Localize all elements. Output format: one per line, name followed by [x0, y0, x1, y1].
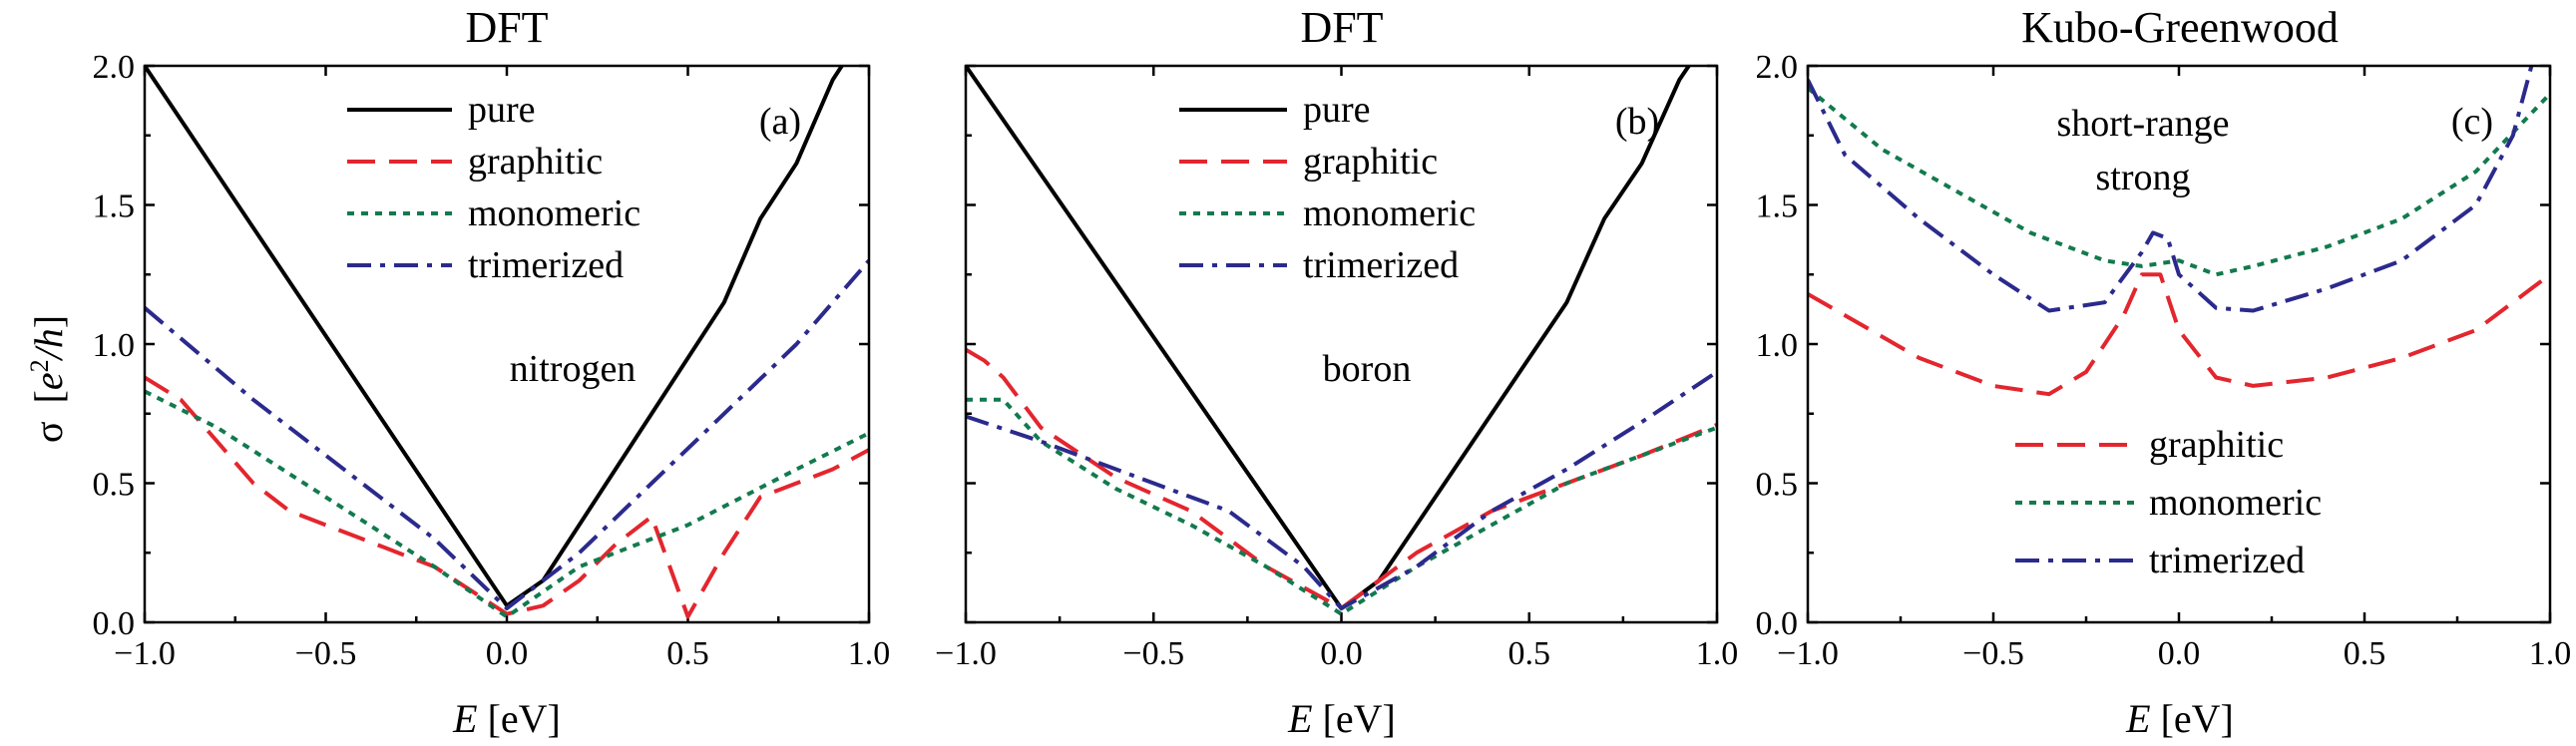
panel-c-y-tick-label: 1.0 — [1756, 327, 1799, 364]
panel-b-x-tick-label: −0.5 — [1122, 635, 1184, 672]
panel-b-x-tick-label: −1.0 — [935, 635, 997, 672]
y-axis-label-h: /h — [26, 328, 71, 361]
panel-a-label: (a) — [759, 101, 801, 143]
panel-b-x-axis-label-unit: [eV] — [1323, 696, 1396, 741]
panel-a-series-monomeric — [145, 389, 869, 619]
panel-a-x-tick-label: −0.5 — [295, 635, 357, 672]
panel-b-x-axis-label: E [eV] — [1287, 696, 1396, 741]
y-axis-label-sigma: σ — [26, 421, 71, 443]
panel-c-annotation-line1: short-range — [2056, 103, 2229, 145]
panel-a-series-trimerized — [145, 258, 869, 610]
panel-b-x-tick-label: 0.0 — [1320, 635, 1363, 672]
panel-a-legend-label-graphitic: graphitic — [468, 141, 603, 183]
panel-a-x-tick-label: −1.0 — [114, 635, 176, 672]
panel-c-series-graphitic — [1808, 272, 2550, 397]
panel-a-x-tick-label: 0.5 — [666, 635, 709, 672]
panel-b-x-tick-label: 0.5 — [1508, 635, 1551, 672]
panel-c-x-tick-label: −0.5 — [1962, 635, 2024, 672]
panel-a-legend-label-monomeric: monomeric — [468, 192, 641, 234]
panel-c-y-tick-label: 0.0 — [1756, 605, 1799, 642]
panel-c-series-trimerized — [1808, 66, 2534, 313]
panel-c-legend-label-trimerized: trimerized — [2149, 540, 2305, 581]
y-axis-label-exponent: 2 — [25, 359, 54, 372]
panel-c: Kubo-Greenwood −1.0 −0.5 0.0 0.5 1.0 0.0 0.5 1.… — [1756, 3, 2572, 741]
panel-c-y-tick-label: 2.0 — [1756, 49, 1799, 86]
panel-b-x-axis-label-E: E — [1287, 696, 1312, 741]
panel-b-frame — [964, 64, 1719, 624]
panel-a: DFT −1.0 −0.5 0.0 0.5 1.0 0.0 0.5 1.0 1.5 2.0 pure… — [93, 3, 891, 741]
panel-a-y-tick-label: 1.5 — [93, 188, 136, 225]
panel-c-x-tick-label: 1.0 — [2529, 635, 2572, 672]
panel-b-x-tick-label: 1.0 — [1696, 635, 1739, 672]
panel-c-y-tick-label: 1.5 — [1756, 188, 1799, 225]
panel-c-x-axis-label-unit: [eV] — [2161, 696, 2234, 741]
panel-a-frame — [143, 64, 871, 624]
panel-c-label: (c) — [2451, 101, 2493, 143]
panel-b-label: (b) — [1615, 101, 1659, 143]
panel-b-annotation: boron — [1323, 348, 1412, 390]
panel-c-plot-area: −1.0 −0.5 0.0 0.5 1.0 0.0 0.5 1.0 1.5 2.0 graphiti… — [1756, 49, 2572, 672]
panel-c-legend-label-graphitic: graphitic — [2149, 424, 2284, 466]
panel-a-series-pure — [145, 66, 845, 608]
y-axis-label-open: [ — [26, 390, 71, 403]
panel-b-legend-label-trimerized: trimerized — [1303, 244, 1459, 286]
panel-a-y-tick-label: 2.0 — [93, 49, 136, 86]
panel-b-legend-label-monomeric: monomeric — [1303, 192, 1476, 234]
panel-a-legend-label-trimerized: trimerized — [468, 244, 624, 286]
y-axis-label-e: e — [26, 372, 71, 390]
panel-c-annotation-line2: strong — [2096, 157, 2191, 198]
panel-a-x-axis-label-unit: [eV] — [488, 696, 561, 741]
panel-b-series-monomeric — [966, 397, 1717, 616]
panel-a-x-axis-label-E: E — [452, 696, 477, 741]
panel-a-plot-area: −1.0 −0.5 0.0 0.5 1.0 0.0 0.5 1.0 1.5 2.0 pure grap… — [93, 49, 891, 672]
panel-a-legend-label-pure: pure — [468, 89, 536, 131]
panel-c-x-tick-label: 0.0 — [2158, 635, 2201, 672]
panel-a-y-tick-label: 0.0 — [93, 605, 136, 642]
panel-b-title: DFT — [1300, 3, 1383, 52]
panel-c-x-tick-label: 0.5 — [2344, 635, 2386, 672]
panel-a-y-tick-label: 0.5 — [93, 467, 136, 504]
panel-c-frame — [1806, 64, 2552, 624]
panel-c-x-tick-label: −1.0 — [1777, 635, 1839, 672]
panel-b-series-trimerized — [966, 370, 1717, 610]
panel-a-x-tick-label: 0.0 — [486, 635, 529, 672]
panel-c-legend-label-monomeric: monomeric — [2149, 482, 2322, 524]
panel-c-title: Kubo-Greenwood — [2021, 3, 2339, 52]
panel-a-x-tick-label: 1.0 — [848, 635, 891, 672]
panel-c-y-tick-label: 0.5 — [1756, 467, 1799, 504]
panel-b-series-pure — [966, 66, 1692, 610]
panel-a-annotation: nitrogen — [510, 348, 637, 390]
panel-b-plot-area: −1.0 −0.5 0.0 0.5 1.0 pure graphitic monomeric t… — [935, 64, 1739, 672]
panel-c-series-monomeric — [1808, 86, 2550, 277]
panel-b-legend-label-graphitic: graphitic — [1303, 141, 1438, 183]
y-axis-label-close: ] — [26, 315, 71, 328]
y-axis-label: σ [e2/h] — [25, 315, 71, 443]
panel-b: DFT −1.0 −0.5 0.0 0.5 1.0 pure graphitic monome… — [935, 3, 1738, 741]
panel-a-x-axis-label: E [eV] — [452, 696, 561, 741]
panel-c-x-axis-label-E: E — [2125, 696, 2150, 741]
panel-a-title: DFT — [465, 3, 548, 52]
panel-a-y-tick-label: 1.0 — [93, 327, 136, 364]
panel-a-series-graphitic — [145, 375, 869, 619]
panel-b-legend-label-pure: pure — [1303, 89, 1371, 131]
panel-c-x-axis-label: E [eV] — [2125, 696, 2234, 741]
